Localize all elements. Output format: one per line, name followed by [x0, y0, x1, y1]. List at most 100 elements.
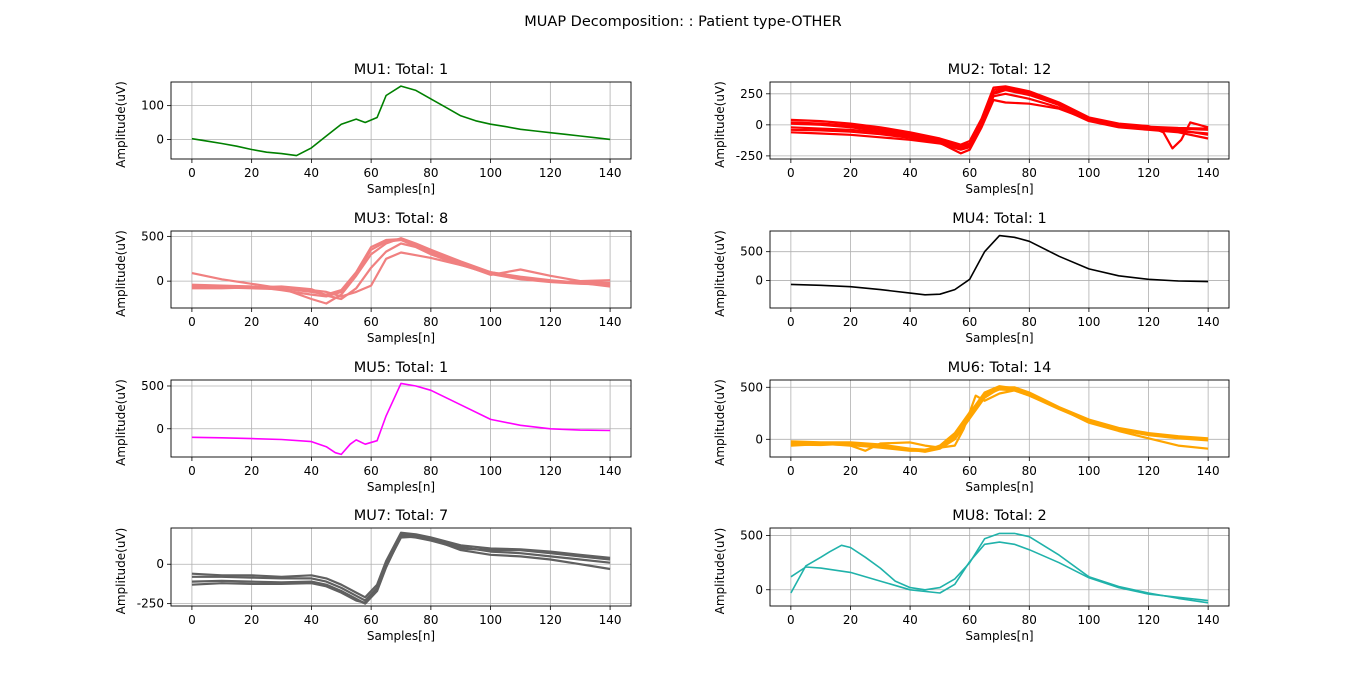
x-tick-label: 100 — [1077, 166, 1100, 180]
x-tick-label: 0 — [188, 315, 196, 329]
series-line-1 — [790, 532, 1209, 604]
x-axis-label: Samples[n] — [367, 629, 435, 643]
x-tick-label: 100 — [1077, 613, 1100, 627]
series-group — [790, 385, 1209, 453]
y-tick-label: 100 — [141, 99, 164, 113]
x-tick-label: 60 — [363, 613, 378, 627]
x-tick-label: 80 — [1022, 315, 1037, 329]
y-tick-label: 0 — [755, 583, 763, 597]
x-tick-label: 60 — [962, 613, 977, 627]
series-line-4 — [790, 389, 1209, 452]
subplot-title: MU1: Total: 1 — [354, 62, 448, 78]
x-tick-label: 20 — [244, 166, 259, 180]
series-line-5 — [790, 385, 1209, 453]
series-line-3 — [191, 531, 611, 599]
y-tick-label: 0 — [156, 274, 164, 288]
x-tick-label: 120 — [1137, 613, 1160, 627]
x-tick-label: 80 — [1022, 613, 1037, 627]
subplot-1: MU1: Total: 1 0 20 40 60 80 100 120 140 0 100 Sampl… — [114, 62, 632, 196]
subplot-7: MU7: Total: 7 0 20 40 60 80 100 120 140 -250 0 Samp… — [114, 508, 632, 643]
x-axis-label: Samples[n] — [965, 182, 1033, 196]
series-line-2 — [790, 541, 1209, 602]
x-tick-label: 60 — [962, 315, 977, 329]
axes-frame — [170, 527, 632, 607]
x-tick-label: 0 — [787, 613, 795, 627]
x-axis-label: Samples[n] — [367, 480, 435, 494]
y-axis-label: Amplitude(uV) — [713, 379, 727, 466]
x-tick-label: 140 — [599, 613, 622, 627]
y-axis-label: Amplitude(uV) — [114, 81, 128, 168]
x-tick-label: 100 — [479, 166, 502, 180]
x-tick-label: 140 — [599, 315, 622, 329]
x-tick-label: 80 — [423, 464, 438, 478]
x-tick-label: 0 — [188, 166, 196, 180]
axes-frame — [769, 379, 1230, 458]
subplot-title: MU2: Total: 12 — [948, 62, 1052, 78]
x-tick-label: 20 — [843, 166, 858, 180]
axes-frame — [769, 81, 1230, 160]
x-tick-label: 140 — [599, 166, 622, 180]
axes-frame — [170, 81, 632, 160]
axes-frame — [769, 230, 1230, 309]
x-tick-label: 20 — [843, 613, 858, 627]
series-line-1 — [191, 382, 611, 456]
y-tick-label: 0 — [156, 422, 164, 436]
x-tick-label: 60 — [363, 464, 378, 478]
series-line-5 — [191, 251, 611, 298]
subplot-title: MU7: Total: 7 — [354, 508, 448, 524]
x-tick-label: 60 — [962, 166, 977, 180]
series-group — [790, 85, 1209, 155]
axes-frame — [170, 379, 632, 458]
x-tick-label: 40 — [304, 166, 319, 180]
y-axis-label: Amplitude(uV) — [114, 379, 128, 466]
x-tick-label: 140 — [1197, 315, 1220, 329]
x-tick-label: 80 — [423, 166, 438, 180]
x-tick-label: 140 — [1197, 166, 1220, 180]
y-tick-label: 250 — [740, 87, 763, 101]
y-axis-label: Amplitude(uV) — [713, 528, 727, 615]
x-tick-label: 0 — [188, 613, 196, 627]
x-tick-label: 120 — [539, 464, 562, 478]
x-tick-label: 120 — [539, 166, 562, 180]
series-line-3 — [790, 388, 1209, 451]
subplot-6: MU6: Total: 14 0 20 40 60 80 100 120 140 0 500 Samp… — [713, 360, 1230, 494]
axes-frame — [769, 527, 1230, 607]
x-tick-label: 140 — [599, 464, 622, 478]
x-tick-label: 120 — [1137, 166, 1160, 180]
subplot-title: MU4: Total: 1 — [952, 211, 1046, 227]
x-tick-label: 20 — [244, 464, 259, 478]
y-tick-label: 0 — [755, 118, 763, 132]
subplot-title: MU6: Total: 14 — [948, 360, 1052, 376]
x-tick-label: 0 — [787, 464, 795, 478]
x-tick-label: 60 — [962, 464, 977, 478]
x-tick-label: 0 — [188, 464, 196, 478]
x-tick-label: 100 — [479, 315, 502, 329]
x-tick-label: 40 — [304, 464, 319, 478]
x-tick-label: 120 — [539, 315, 562, 329]
series-line-3 — [191, 242, 611, 301]
x-tick-label: 40 — [902, 464, 917, 478]
x-tick-label: 100 — [479, 464, 502, 478]
series-group — [191, 85, 611, 157]
x-tick-label: 80 — [423, 315, 438, 329]
series-line-2 — [790, 86, 1209, 148]
series-line-4 — [191, 535, 611, 604]
series-group — [191, 382, 611, 456]
y-axis-label: Amplitude(uV) — [713, 81, 727, 168]
x-tick-label: 40 — [902, 315, 917, 329]
series-group — [790, 532, 1209, 604]
y-tick-label: 0 — [156, 132, 164, 146]
y-axis-label: Amplitude(uV) — [114, 528, 128, 615]
y-tick-label: 500 — [141, 229, 164, 243]
x-tick-label: 20 — [843, 315, 858, 329]
x-tick-label: 100 — [1077, 315, 1100, 329]
series-line-2 — [790, 386, 1209, 452]
subplot-2: MU2: Total: 12 0 20 40 60 80 100 120 140 -250 0 250… — [713, 62, 1230, 196]
subplot-title: MU5: Total: 1 — [354, 360, 448, 376]
x-tick-label: 100 — [479, 613, 502, 627]
x-tick-label: 60 — [363, 315, 378, 329]
y-tick-label: 500 — [141, 379, 164, 393]
x-tick-label: 120 — [1137, 464, 1160, 478]
x-tick-label: 40 — [304, 613, 319, 627]
